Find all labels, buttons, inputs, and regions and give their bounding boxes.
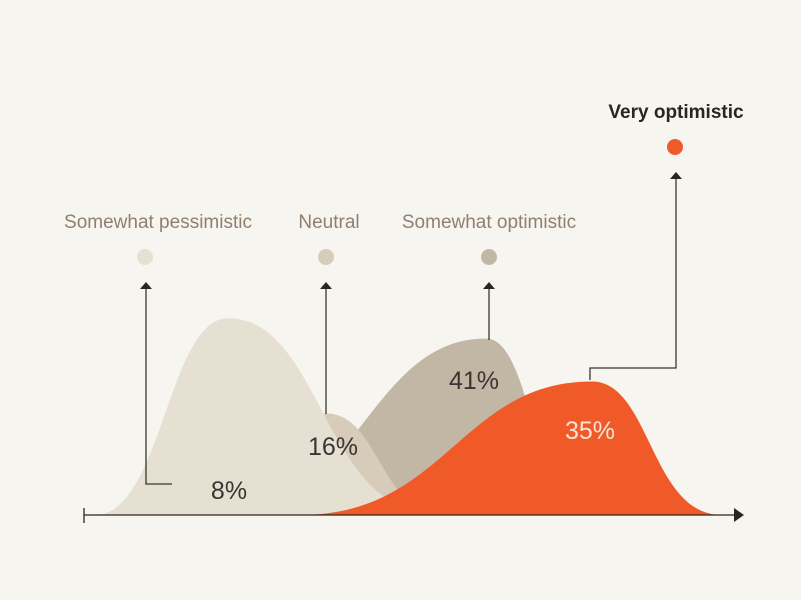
x-axis-arrow-icon [734,508,744,522]
category-labels: Somewhat pessimistic Neutral Somewhat opti… [64,102,744,233]
category-label-somewhat-pessimistic: Somewhat pessimistic [64,212,252,233]
category-dots [137,139,683,265]
dot-somewhat-pessimistic [137,249,153,265]
category-label-somewhat-optimistic: Somewhat optimistic [402,212,576,233]
value-label-somewhat-pessimistic: 8% [211,477,247,505]
percentage-labels: 8% 16% 41% 35% [211,367,615,505]
category-label-very-optimistic: Very optimistic [608,102,744,123]
dot-very-optimistic [667,139,683,155]
value-label-somewhat-optimistic: 41% [449,367,499,395]
dot-somewhat-optimistic [481,249,497,265]
arrow-up-icon [320,282,332,289]
dot-neutral [318,249,334,265]
value-label-very-optimistic: 35% [565,417,615,445]
leader-line-very-optimistic [589,177,677,380]
arrow-up-icon [483,282,495,289]
leader-lines [140,172,682,485]
arrow-up-icon [140,282,152,289]
x-axis [83,508,744,523]
hump-somewhat-pessimistic [95,318,438,515]
distribution-humps [95,318,722,515]
leader-line-somewhat-pessimistic [145,287,172,485]
hump-very-optimistic [300,381,722,515]
arrow-up-icon [670,172,682,179]
category-label-neutral: Neutral [298,212,359,233]
value-label-neutral: 16% [308,433,358,461]
